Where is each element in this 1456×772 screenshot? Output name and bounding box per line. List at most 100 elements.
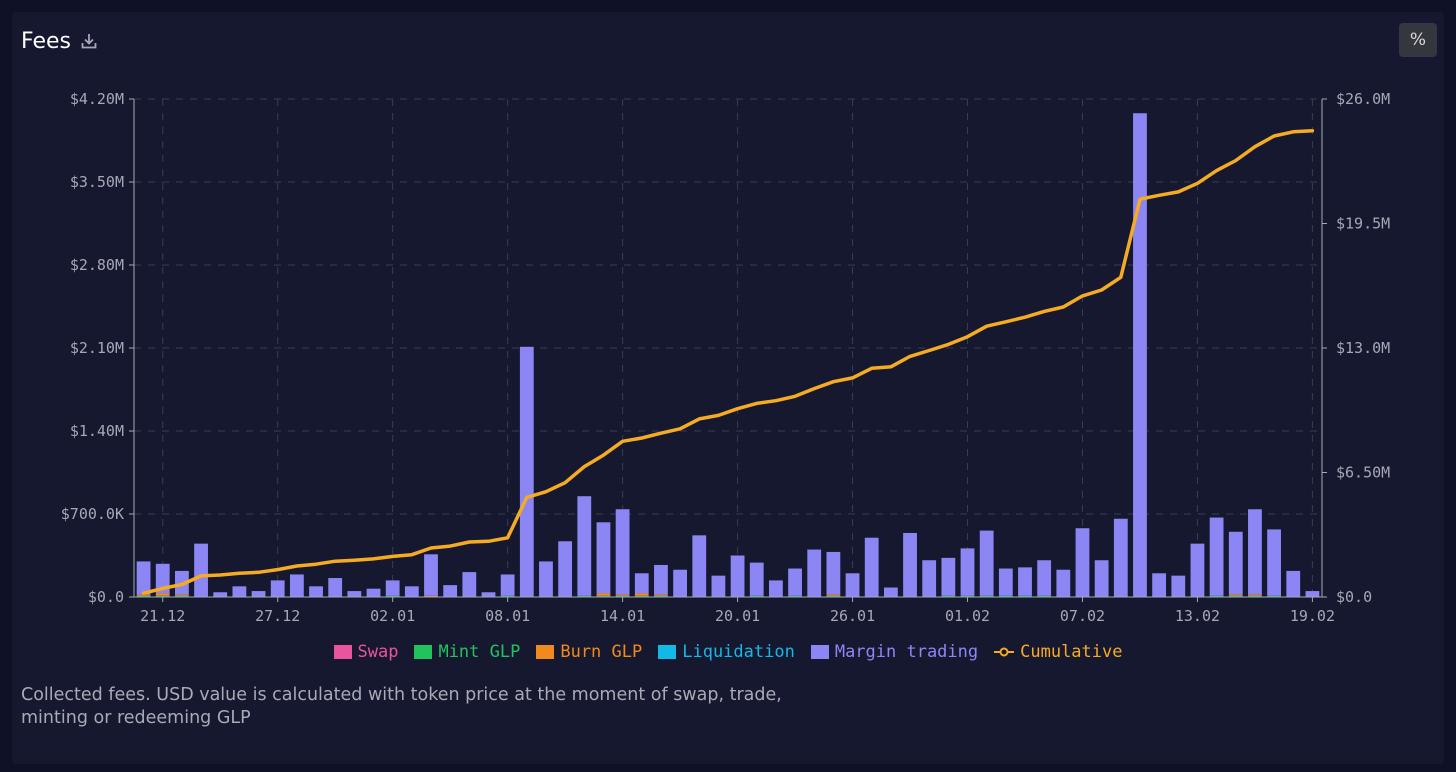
mint-bar <box>615 595 630 597</box>
margin-bar <box>730 555 745 597</box>
mint-bar <box>1267 595 1281 597</box>
legend-label-liquidation: Liquidation <box>682 642 795 662</box>
margin-bar <box>1209 517 1224 596</box>
mint-bar <box>175 595 189 597</box>
margin-bar <box>998 568 1013 596</box>
margin-bar <box>711 575 726 597</box>
liquidation-swatch <box>658 645 677 659</box>
y-left-tick-label: $2.80M <box>70 256 124 274</box>
description-line-2: minting or redeeming GLP <box>21 708 251 728</box>
legend-item-swap[interactable]: Swap <box>333 642 399 662</box>
cumulative-line-layer <box>141 129 1315 595</box>
legend-item-liquidation[interactable]: Liquidation <box>658 642 795 662</box>
margin-bar <box>519 346 534 597</box>
margin-bar <box>289 574 304 597</box>
margin-bar <box>634 573 649 594</box>
chart-title: Fees <box>21 28 71 54</box>
margin-bar <box>1152 573 1167 597</box>
x-tick-label: 26.01 <box>830 607 875 625</box>
mint-bar <box>941 595 956 597</box>
burn-glp-swatch <box>536 645 555 659</box>
margin-bar <box>1018 567 1032 596</box>
margin-bar <box>251 591 266 597</box>
margin-bar <box>462 572 477 597</box>
percent-toggle-button[interactable]: % <box>1399 23 1437 57</box>
card-header: Fees <box>21 26 99 56</box>
burn-bar <box>424 595 438 597</box>
burn-bar <box>1228 594 1243 596</box>
margin-bar <box>1133 113 1147 597</box>
margin-bar <box>347 591 362 597</box>
margin-bar <box>903 532 917 597</box>
bars <box>136 113 1320 597</box>
margin-bar <box>1248 509 1262 595</box>
burn-bar <box>615 594 630 596</box>
mint-bar <box>979 595 994 597</box>
margin-bar <box>1190 543 1205 597</box>
mint-bar <box>960 595 975 597</box>
y-left-tick-label: $1.40M <box>70 422 124 440</box>
legend-item-cumulative[interactable]: Cumulative <box>994 642 1122 662</box>
description-line-1: Collected fees. USD value is calculated … <box>21 685 782 705</box>
margin-bar <box>1075 528 1090 597</box>
mint-bar <box>136 595 151 597</box>
x-tick-label: 07.02 <box>1060 607 1105 625</box>
margin-bar <box>749 562 764 596</box>
legend-label-swap: Swap <box>357 642 399 662</box>
mint-bar <box>826 595 841 597</box>
mint-bar <box>998 595 1013 597</box>
burn-bar <box>634 593 649 596</box>
margin-bar <box>922 560 937 597</box>
burn-bar <box>826 594 841 596</box>
mint-bar <box>155 595 170 597</box>
margin-bar <box>558 541 573 597</box>
x-tick-label: 19.02 <box>1290 607 1335 625</box>
margin-bar <box>1037 560 1052 596</box>
margin-bar <box>500 574 515 596</box>
margin-bar <box>1171 575 1186 597</box>
mint-bar <box>1228 595 1243 597</box>
margin-bar <box>941 557 956 596</box>
legend-item-margin-trading[interactable]: Margin trading <box>810 642 979 662</box>
mint-bar <box>1209 595 1224 597</box>
margin-bar <box>596 522 611 594</box>
mint-bar <box>577 595 592 597</box>
x-tick-label: 08.01 <box>485 607 530 625</box>
legend-item-mint-glp[interactable]: Mint GLP <box>414 642 520 662</box>
margin-bar <box>1094 560 1109 597</box>
margin-bar <box>1113 518 1128 597</box>
margin-bar <box>1056 569 1071 597</box>
x-tick-label: 21.12 <box>140 607 185 625</box>
margin-bar <box>577 496 592 596</box>
mint-bar <box>1018 595 1032 597</box>
margin-bar <box>328 578 343 597</box>
margin-bar <box>1305 591 1320 597</box>
margin-bar <box>424 554 438 596</box>
margin-bar <box>232 586 247 597</box>
margin-bar <box>366 588 381 597</box>
margin-bar <box>769 580 783 597</box>
margin-trading-swatch <box>810 645 829 659</box>
margin-bar <box>270 580 285 597</box>
margin-bar <box>309 586 323 597</box>
x-tick-label: 02.01 <box>370 607 415 625</box>
legend-label-cumulative: Cumulative <box>1020 642 1123 662</box>
margin-bar <box>692 535 707 597</box>
y-right-tick-label: $19.5M <box>1336 215 1390 233</box>
margin-bar <box>864 537 879 597</box>
margin-bar <box>481 592 496 597</box>
margin-bar <box>136 561 151 595</box>
legend-label-margin-trading: Margin trading <box>834 642 979 662</box>
download-icon[interactable] <box>79 31 99 51</box>
x-tick-label: 20.01 <box>715 607 760 625</box>
margin-bar <box>788 568 802 596</box>
mint-glp-swatch <box>414 645 433 659</box>
burn-bar <box>654 594 668 596</box>
y-right-tick-label: $26.0M <box>1336 90 1390 108</box>
chart-description: Collected fees. USD value is calculated … <box>21 684 901 730</box>
margin-bar <box>979 530 994 596</box>
burn-bar <box>136 594 151 596</box>
legend-item-burn-glp[interactable]: Burn GLP <box>536 642 642 662</box>
margin-bar <box>673 569 687 597</box>
margin-bar <box>807 549 822 597</box>
